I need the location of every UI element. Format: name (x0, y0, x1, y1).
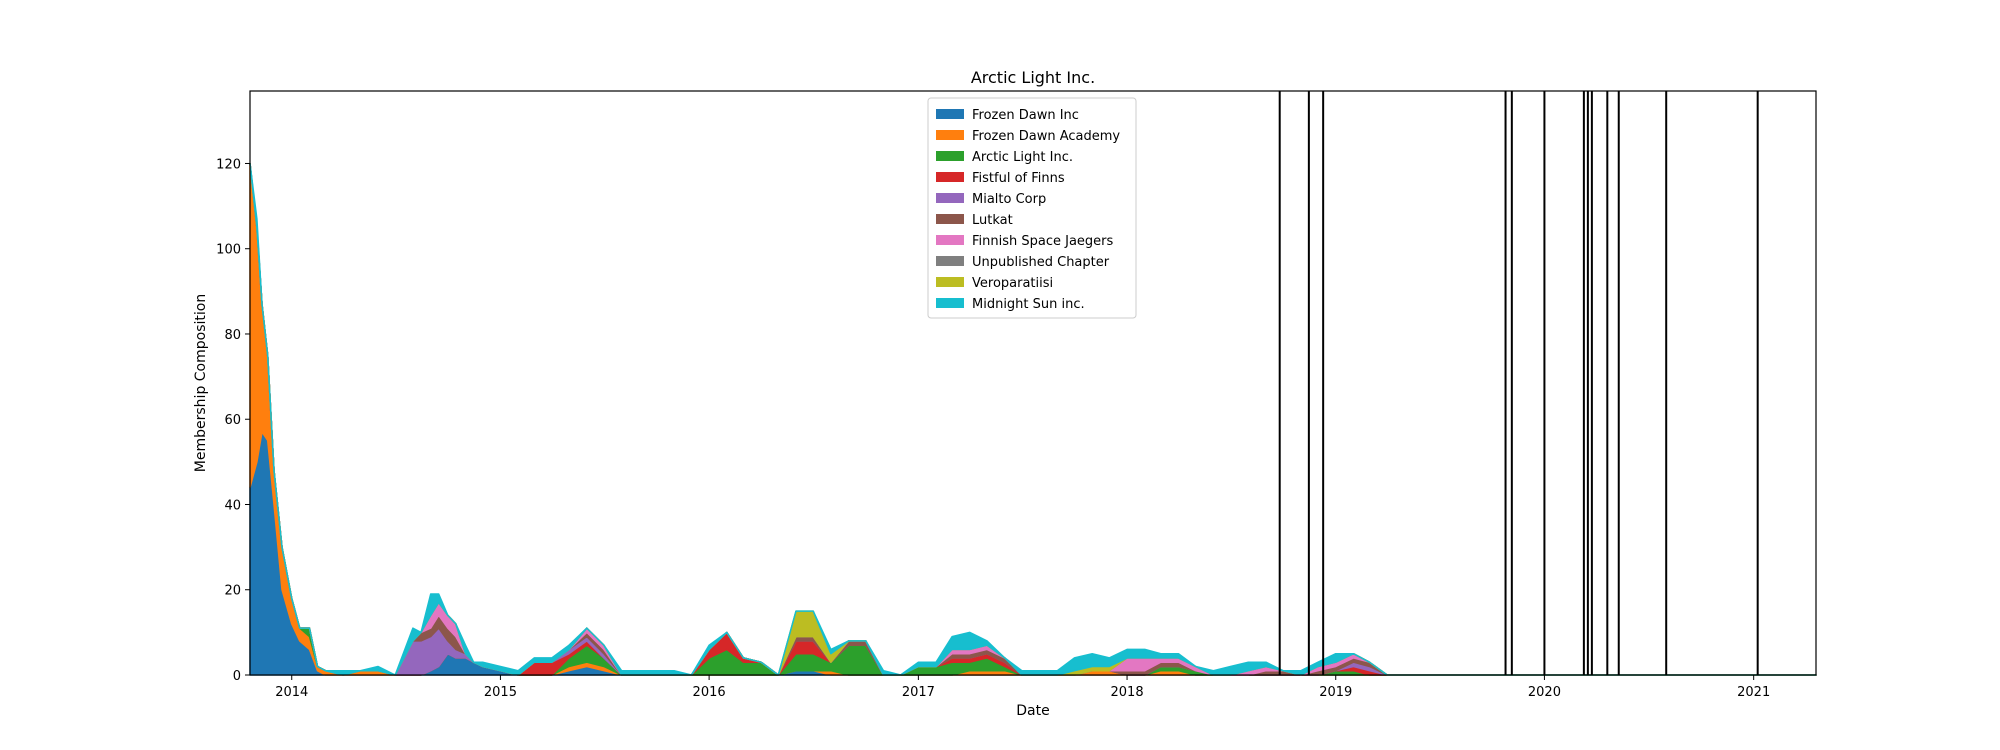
x-axis-label: Date (1016, 703, 1049, 719)
legend-label: Mialto Corp (972, 192, 1046, 207)
x-tick-label: 2017 (902, 685, 935, 700)
x-tick-label: 2018 (1111, 685, 1144, 700)
x-tick-label: 2014 (275, 685, 308, 700)
y-tick-label: 60 (224, 413, 241, 428)
legend-swatch (936, 298, 964, 308)
legend-swatch (936, 130, 964, 140)
legend-label: Fistful of Finns (972, 171, 1065, 186)
x-tick-label: 2015 (484, 685, 517, 700)
y-tick-label: 100 (216, 243, 241, 258)
legend-swatch (936, 235, 964, 245)
plot-frame (249, 90, 1817, 676)
x-axis-ticks: 2014 2015 2016 2017 2018 2019 2020 2021 (275, 675, 1770, 700)
y-tick-label: 40 (224, 498, 241, 513)
y-tick-label: 80 (224, 328, 241, 343)
y-axis-label: Membership Composition (193, 294, 209, 472)
legend-label: Midnight Sun inc. (972, 297, 1085, 312)
legend-box (927, 97, 1137, 319)
y-tick-label: 0 (233, 669, 241, 684)
legend-swatch (936, 256, 964, 266)
x-tick-label: 2021 (1737, 685, 1770, 700)
legend-swatch (936, 109, 964, 119)
legend-swatch (936, 151, 964, 161)
x-tick-label: 2019 (1319, 685, 1352, 700)
y-tick-label: 120 (216, 157, 241, 172)
legend-label: Finnish Space Jaegers (972, 234, 1114, 249)
legend-swatch (936, 214, 964, 224)
legend-swatch (936, 172, 964, 182)
x-tick-label: 2016 (693, 685, 726, 700)
legend-label: Lutkat (972, 213, 1013, 228)
legend-swatch (936, 193, 964, 203)
legend-swatch (936, 277, 964, 287)
legend-label: Veroparatiisi (972, 276, 1053, 291)
event-lines (1278, 91, 1759, 675)
legend-label: Frozen Dawn Academy (972, 129, 1120, 144)
legend-label: Arctic Light Inc. (972, 150, 1073, 165)
y-tick-label: 20 (224, 584, 241, 599)
y-axis-ticks: 0 20 40 60 80 100 120 (216, 157, 250, 684)
legend-label: Unpublished Chapter (972, 255, 1110, 270)
x-tick-label: 2020 (1528, 685, 1561, 700)
legend-label: Frozen Dawn Inc (972, 108, 1079, 123)
legend: Frozen Dawn Inc Frozen Dawn Academy Arctic… (927, 97, 1137, 319)
chart-title: Arctic Light Inc. (971, 68, 1095, 87)
